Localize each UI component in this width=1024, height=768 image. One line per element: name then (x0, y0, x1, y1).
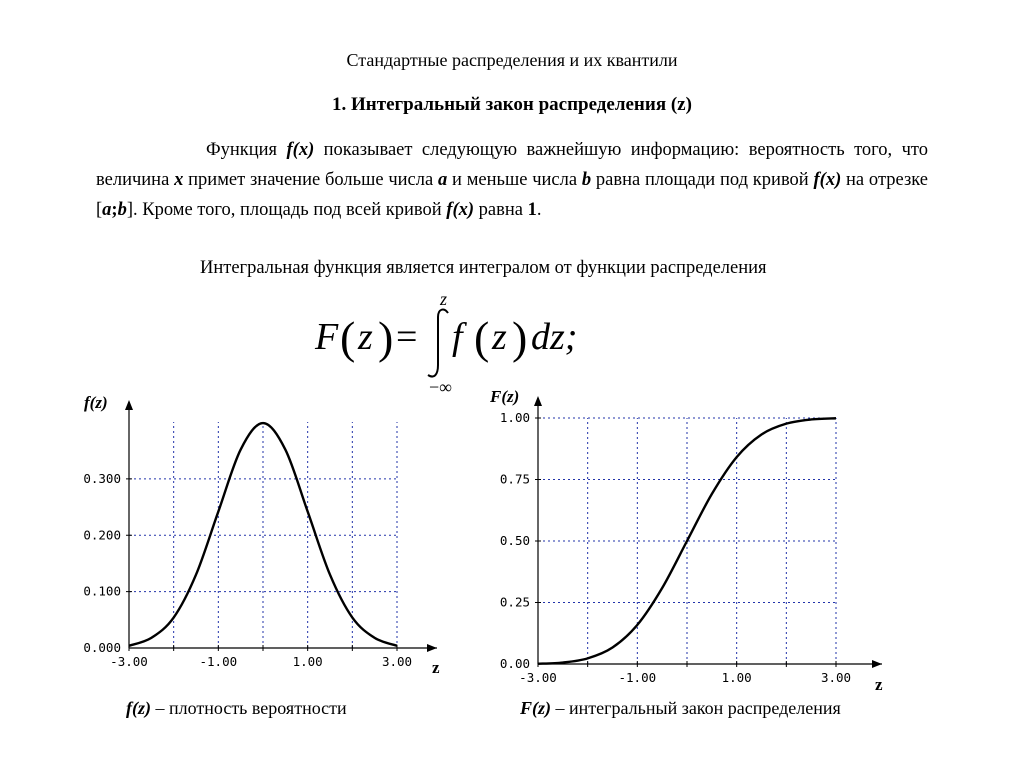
cdf-chart: -3.00 -1.00 1.00 3.00 0.00 0.25 0.50 0.75 1.00 F(… (489, 387, 883, 694)
formula-z-2: z (491, 316, 507, 358)
formula-F: F (314, 316, 339, 358)
formula-upper-limit: z (439, 289, 447, 309)
y-axis-arrow (125, 400, 133, 410)
y-tick-label: 0.300 (83, 471, 121, 486)
formula-dz: dz; (531, 316, 577, 358)
cdf-caption: F(z) – интегральный закон распределения (520, 698, 841, 718)
formula-equals: = (396, 316, 417, 358)
density-caption: f(z) – плотность вероятности (126, 698, 347, 718)
formula-paren-left-2: ( (474, 312, 489, 363)
formula-paren-right-2: ) (512, 312, 527, 363)
series-line (537, 417, 837, 665)
x-axis-arrow (872, 660, 882, 668)
description-paragraph: Функция f(x) показывает следующую важней… (96, 140, 928, 220)
y-tick-label: 0.100 (83, 584, 121, 599)
formula-paren-left: ( (340, 312, 355, 363)
x-tick-label: 1.00 (293, 654, 323, 669)
x-tick-label: -3.00 (110, 654, 148, 669)
y-tick-label: 0.25 (500, 595, 530, 610)
integral-paragraph: Интегральная функция является интегралом… (200, 258, 767, 278)
x-tick-label: -1.00 (619, 670, 657, 685)
x-tick-label: -3.00 (519, 670, 557, 685)
integral-sign (427, 308, 449, 378)
x-tick-label: 1.00 (722, 670, 752, 685)
y-tick-label: 1.00 (500, 410, 530, 425)
y-axis-arrow (534, 396, 542, 406)
formula-paren-right: ) (378, 312, 393, 363)
page-title: Стандартные распределения и их квантили (346, 50, 678, 70)
y-axis-label: F(z) (489, 387, 519, 406)
series-line (128, 421, 398, 647)
section-heading: 1. Интегральный закон распределения (z) (332, 94, 692, 115)
y-tick-label: 0.000 (83, 640, 121, 655)
x-tick-label: 3.00 (821, 670, 851, 685)
x-tick-label: 3.00 (382, 654, 412, 669)
y-tick-label: 0.00 (500, 656, 530, 671)
y-axis-label: f(z) (84, 393, 108, 412)
formula-f: f (452, 316, 467, 358)
integral-formula: F ( z ) = z −∞ f ( z ) dz; (314, 289, 577, 397)
y-tick-label: 0.200 (83, 527, 121, 542)
y-tick-label: 0.75 (500, 472, 530, 487)
x-axis-label: z (432, 658, 440, 677)
formula-lower-limit: −∞ (429, 377, 452, 397)
x-tick-label: -1.00 (200, 654, 238, 669)
x-axis-arrow (427, 644, 437, 652)
formula-z: z (357, 316, 373, 358)
density-chart: -3.00 -1.00 1.00 3.00 0.000 0.100 0.200 0.300 f(… (83, 393, 440, 677)
x-axis-label: z (875, 675, 883, 694)
y-tick-label: 0.50 (500, 533, 530, 548)
